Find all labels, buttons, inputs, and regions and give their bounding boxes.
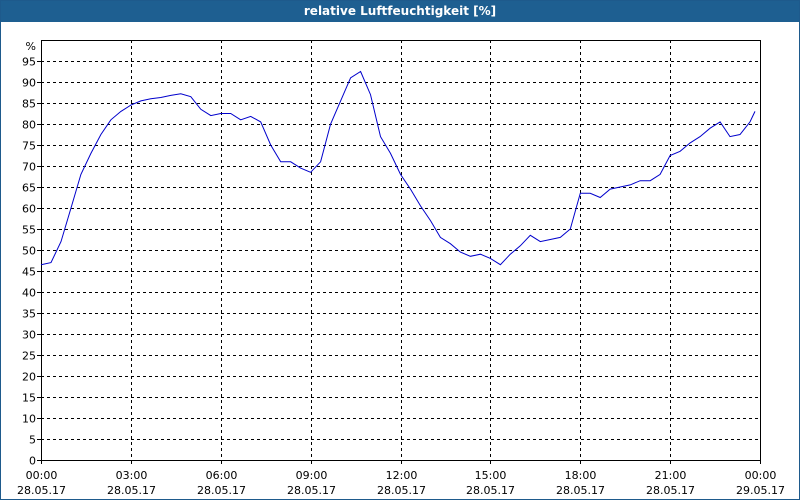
x-tick-time: 15:00 xyxy=(475,469,507,482)
y-tick-label: 55 xyxy=(22,224,36,237)
y-tick-label: 10 xyxy=(22,413,36,426)
humidity-series-line xyxy=(40,70,756,266)
x-tick-time: 18:00 xyxy=(565,469,597,482)
y-tick-label: 50 xyxy=(22,245,36,258)
x-tick-time: 03:00 xyxy=(116,469,148,482)
y-tick-label: 5 xyxy=(29,434,36,447)
x-tick-date: 28.05.17 xyxy=(107,484,156,497)
x-tick-time: 06:00 xyxy=(206,469,238,482)
x-tick-date: 28.05.17 xyxy=(556,484,605,497)
x-tick-date: 28.05.17 xyxy=(197,484,246,497)
y-tick-label: 20 xyxy=(22,371,36,384)
y-tick-label: 45 xyxy=(22,266,36,279)
y-tick-label: 60 xyxy=(22,203,36,216)
y-tick-label: 70 xyxy=(22,161,36,174)
y-axis-label: % xyxy=(26,40,36,53)
x-tick-time: 00:00 xyxy=(745,469,777,482)
y-axis: 0 5 10 15 20 25 30 35 40 45 50 55 60 65 70 75 80 85 90 95 xyxy=(22,56,41,468)
y-tick-label: 95 xyxy=(22,56,36,69)
y-tick-label: 85 xyxy=(22,98,36,111)
y-tick-label: 40 xyxy=(22,287,36,300)
grid xyxy=(41,40,760,460)
y-tick-label: 80 xyxy=(22,119,36,132)
x-tick-time: 09:00 xyxy=(296,469,328,482)
y-tick-label: 90 xyxy=(22,77,36,90)
x-tick-date: 29.05.17 xyxy=(736,484,785,497)
x-tick-time: 21:00 xyxy=(655,469,687,482)
x-tick-date: 28.05.17 xyxy=(646,484,695,497)
x-axis: 00:00 28.05.17 03:00 28.05.17 06:00 28.05.17 0… xyxy=(17,460,785,497)
x-tick-time: 00:00 xyxy=(26,469,58,482)
chart-title: relative Luftfeuchtigkeit [%] xyxy=(1,1,799,22)
x-tick-date: 28.05.17 xyxy=(17,484,66,497)
y-tick-label: 65 xyxy=(22,182,36,195)
x-tick-time: 12:00 xyxy=(386,469,418,482)
y-tick-label: 30 xyxy=(22,329,36,342)
y-tick-label: 0 xyxy=(29,455,36,468)
y-tick-label: 15 xyxy=(22,392,36,405)
x-tick-date: 28.05.17 xyxy=(466,484,515,497)
x-tick-date: 28.05.17 xyxy=(377,484,426,497)
x-tick-date: 28.05.17 xyxy=(287,484,336,497)
y-tick-label: 75 xyxy=(22,140,36,153)
y-tick-label: 35 xyxy=(22,308,36,321)
y-tick-label: 25 xyxy=(22,350,36,363)
